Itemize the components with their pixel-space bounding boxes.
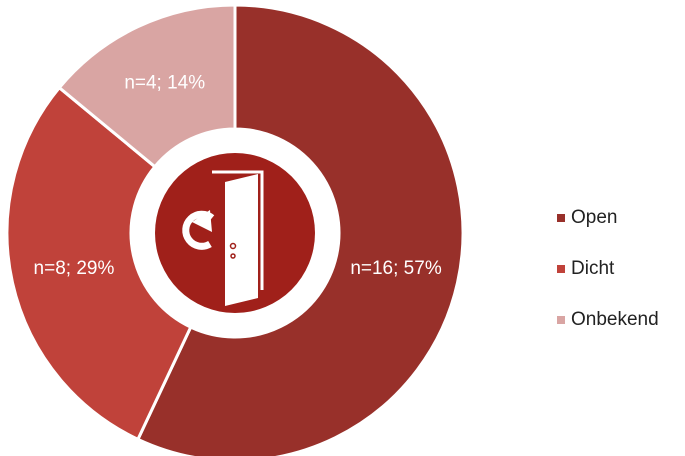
legend-label: Open: [571, 207, 617, 228]
legend-swatch: [557, 214, 565, 222]
legend-swatch: [557, 316, 565, 324]
slice: [135, 3, 465, 456]
slice: [5, 85, 193, 442]
slices: [5, 3, 465, 456]
data-label: n=8; 29%: [34, 258, 115, 279]
door-icon: [182, 170, 264, 306]
data-label: n=4; 14%: [124, 73, 205, 94]
legend-label: Onbekend: [571, 309, 659, 330]
legend-swatch: [557, 265, 565, 273]
legend-label: Dicht: [571, 258, 615, 279]
data-label: n=16; 57%: [350, 258, 441, 279]
slice: [57, 3, 237, 169]
